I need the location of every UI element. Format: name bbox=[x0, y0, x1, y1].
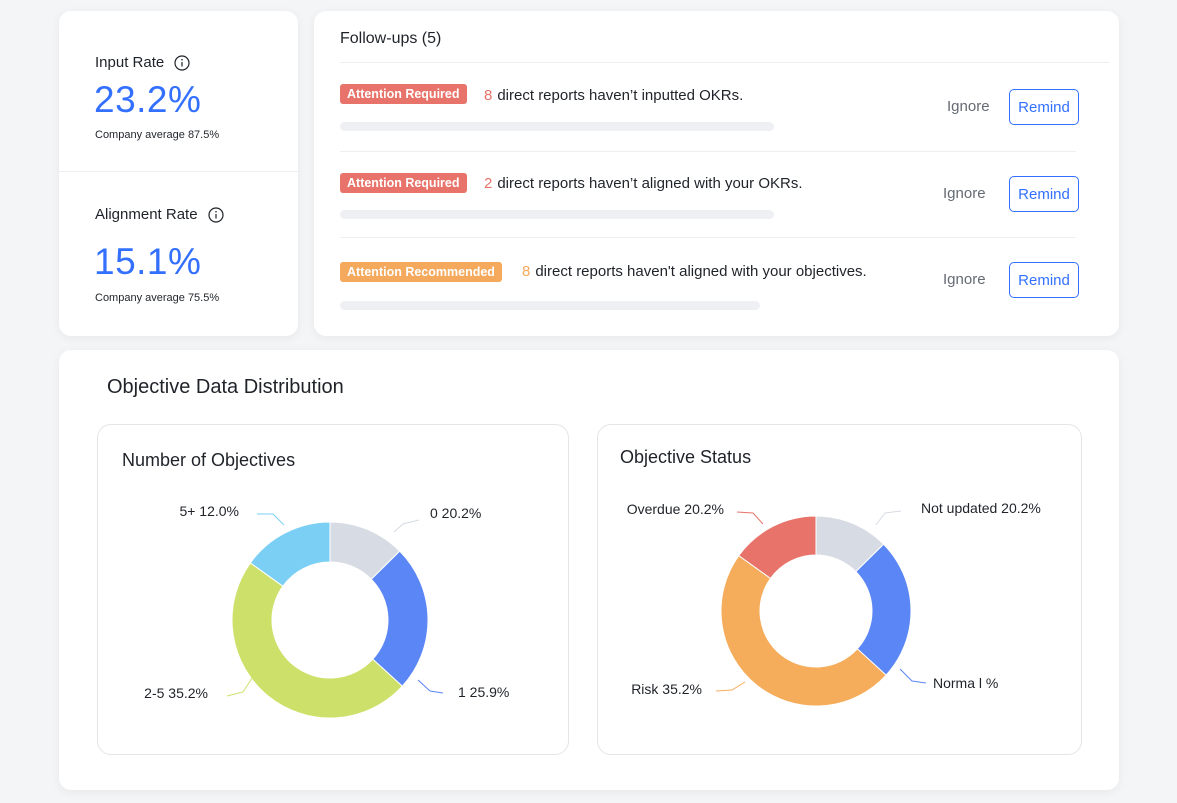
input-rate-value: 23.2% bbox=[94, 79, 202, 120]
followup-text: 2 direct reports haven’t aligned with you… bbox=[484, 175, 803, 192]
donut-slice[interactable] bbox=[249, 521, 331, 587]
donut-slice[interactable] bbox=[231, 562, 403, 719]
number-of-objectives-panel: Number of Objectives 0 20.2% 1 25.9% 2-5 3… bbox=[97, 424, 569, 755]
slice-leader-line bbox=[899, 668, 927, 684]
divider bbox=[340, 151, 1076, 152]
alignment-rate-value: 15.1% bbox=[94, 241, 202, 282]
chart-title: Number of Objectives bbox=[122, 450, 296, 470]
divider bbox=[340, 62, 1109, 63]
followup-item: Attention Recommended 8 direct reports ha… bbox=[340, 238, 1079, 328]
attention-badge: Attention Required bbox=[340, 84, 467, 104]
slice-leader-line bbox=[226, 668, 259, 697]
slice-leader-line bbox=[715, 681, 746, 692]
info-icon[interactable] bbox=[207, 206, 224, 223]
slice-label: 1 25.9% bbox=[458, 684, 509, 700]
alignment-rate-label: Alignment Rate bbox=[95, 206, 198, 223]
slice-label: Overdue 20.2% bbox=[627, 501, 724, 517]
info-icon[interactable] bbox=[174, 54, 190, 71]
followups-card: Follow-ups (5) Attention Required 8 direc… bbox=[314, 11, 1119, 336]
slice-label: 5+ 12.0% bbox=[179, 503, 239, 519]
slice-leader-line bbox=[257, 513, 285, 526]
divider bbox=[340, 237, 1076, 238]
remind-button[interactable]: Remind bbox=[1009, 176, 1079, 212]
distribution-title: Objective Data Distribution bbox=[107, 376, 344, 398]
slice-label: 2-5 35.2% bbox=[144, 685, 208, 701]
slice-leader-line bbox=[393, 519, 420, 533]
ignore-button[interactable]: Ignore bbox=[947, 98, 990, 115]
followup-text: 8 direct reports haven’t inputted OKRs. bbox=[484, 87, 743, 104]
slice-label: Not updated 20.2% bbox=[921, 500, 1041, 516]
slice-leader-line bbox=[417, 679, 444, 694]
distribution-card: Objective Data Distribution Number of Ob… bbox=[59, 350, 1119, 790]
input-rate-title: Input Rate bbox=[95, 54, 190, 71]
attention-badge: Attention Required bbox=[340, 173, 467, 193]
slice-label: 0 20.2% bbox=[430, 505, 481, 521]
followup-message: direct reports haven’t aligned with your… bbox=[497, 175, 803, 192]
ignore-button[interactable]: Ignore bbox=[943, 185, 986, 202]
number-of-objectives-chart: 0 20.2% 1 25.9% 2-5 35.2% 5+ 12.0% bbox=[144, 503, 509, 719]
alignment-rate-company-average: Company average 75.5% bbox=[95, 292, 220, 304]
followup-text: 8 direct reports haven't aligned with you… bbox=[522, 263, 867, 280]
slice-leader-line bbox=[736, 511, 764, 525]
objective-status-panel: Objective Status Not updated 20.2% Norma … bbox=[597, 424, 1082, 755]
followup-item: Attention Required 8 direct reports haven… bbox=[340, 63, 1079, 153]
alignment-rate-stat: Alignment Rate 15.1% Company average 75.… bbox=[59, 173, 298, 336]
slice-leader-line bbox=[875, 510, 902, 526]
followup-progress-bar bbox=[340, 301, 760, 310]
followup-count: 2 bbox=[484, 175, 493, 192]
alignment-rate-title: Alignment Rate bbox=[95, 206, 224, 223]
remind-button[interactable]: Remind bbox=[1009, 262, 1079, 298]
stats-card: Input Rate 23.2% Company average 87.5% A… bbox=[59, 11, 298, 336]
input-rate-company-average: Company average 87.5% bbox=[95, 129, 220, 141]
attention-badge: Attention Recommended bbox=[340, 262, 502, 282]
ignore-button[interactable]: Ignore bbox=[943, 271, 986, 288]
remind-button[interactable]: Remind bbox=[1009, 89, 1079, 125]
followup-message: direct reports haven’t inputted OKRs. bbox=[497, 87, 744, 104]
input-rate-stat: Input Rate 23.2% Company average 87.5% bbox=[59, 11, 298, 172]
chart-title: Objective Status bbox=[620, 447, 752, 467]
followup-count: 8 bbox=[522, 263, 531, 280]
followup-item: Attention Required 2 direct reports haven… bbox=[340, 152, 1079, 238]
donut-slice[interactable] bbox=[720, 554, 887, 707]
input-rate-label: Input Rate bbox=[95, 54, 165, 71]
followup-count: 8 bbox=[484, 87, 493, 104]
slice-label: Norma l % bbox=[933, 675, 998, 691]
followup-message: direct reports haven't aligned with your… bbox=[535, 263, 867, 280]
donut-slice[interactable] bbox=[370, 550, 429, 687]
slice-label: Risk 35.2% bbox=[631, 681, 702, 697]
followup-progress-bar bbox=[340, 122, 774, 131]
donut-slice[interactable] bbox=[738, 515, 817, 580]
objective-status-chart: Not updated 20.2% Norma l % Risk 35.2% Over… bbox=[627, 500, 1041, 707]
followups-title: Follow-ups (5) bbox=[340, 30, 442, 47]
followup-progress-bar bbox=[340, 210, 774, 219]
